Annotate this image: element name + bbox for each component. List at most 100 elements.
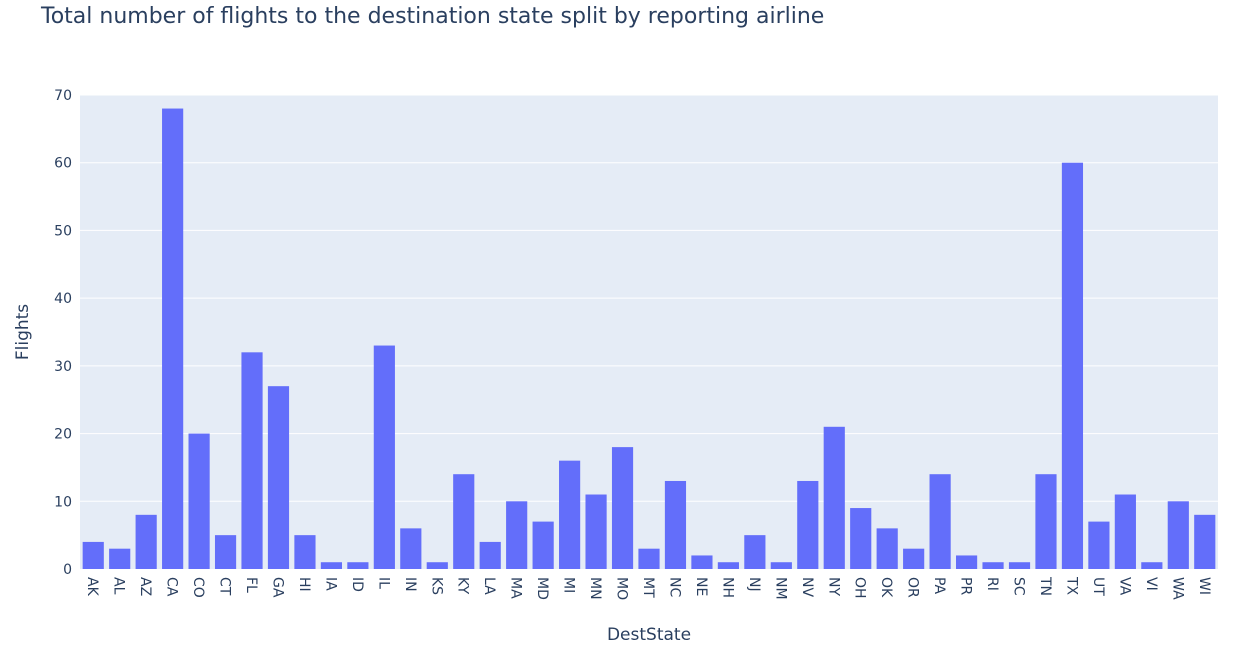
bar-ca: [162, 108, 184, 570]
y-tick-label: 50: [54, 223, 72, 239]
bar-vi: [1141, 562, 1163, 569]
bar-id: [347, 562, 369, 569]
bars: [82, 108, 1216, 570]
x-axis-ticks: AK AL AZ CA CO CT FL GA HI IA ID IL IN KS KY LA MA MD MI MN…: [84, 576, 1212, 600]
x-tick-label: VA: [1116, 577, 1132, 596]
x-tick-label: SC: [1011, 577, 1027, 596]
x-tick-label: MO: [614, 577, 630, 600]
x-tick-label: MA: [508, 577, 524, 599]
bar-pa: [929, 474, 951, 569]
bar-fl: [241, 352, 263, 569]
chart-title: Total number of flights to the destinati…: [41, 4, 825, 29]
y-tick-label: 30: [54, 359, 72, 375]
bar-nh: [717, 562, 739, 569]
x-tick-label: IA: [322, 577, 338, 591]
bar-in: [400, 528, 422, 569]
bar-ct: [214, 535, 237, 569]
bar-nm: [770, 562, 792, 569]
x-tick-label: MI: [561, 577, 577, 593]
x-tick-label: AL: [111, 577, 127, 595]
y-tick-label: 70: [54, 88, 72, 104]
x-tick-label: NH: [719, 577, 735, 598]
bar-ri: [982, 562, 1004, 569]
x-tick-label: MD: [534, 577, 550, 600]
x-tick-label: AZ: [137, 577, 153, 596]
bar-ks: [426, 562, 448, 569]
bar-ga: [267, 386, 290, 569]
y-tick-label: 60: [54, 156, 72, 172]
bar-mo: [611, 447, 634, 569]
bar-mi: [559, 460, 581, 569]
x-tick-label: TX: [1063, 576, 1079, 596]
x-tick-label: NV: [799, 577, 815, 597]
x-tick-label: NE: [693, 577, 709, 596]
bar-al: [109, 548, 131, 569]
x-tick-label: WI: [1196, 577, 1212, 595]
bar-ok: [876, 528, 898, 569]
x-tick-label: NY: [825, 577, 841, 596]
bar-pr: [955, 555, 978, 569]
bar-az: [135, 514, 157, 569]
x-tick-label: OR: [905, 577, 921, 598]
x-tick-label: PR: [958, 577, 974, 595]
x-tick-label: NJ: [746, 577, 762, 592]
x-tick-label: NC: [666, 577, 682, 597]
bar-ky: [453, 474, 475, 569]
bar-tx: [1061, 162, 1084, 569]
bar-wi: [1194, 514, 1216, 569]
x-axis-title: DestState: [607, 625, 691, 645]
bar-ma: [506, 501, 528, 569]
x-tick-label: TN: [1037, 576, 1053, 596]
x-tick-label: CT: [217, 577, 233, 596]
bar-oh: [850, 508, 872, 569]
x-tick-label: OK: [878, 577, 894, 598]
bar-va: [1114, 494, 1136, 569]
x-tick-label: CA: [164, 577, 180, 597]
bar-or: [903, 548, 925, 569]
bar-nj: [744, 535, 766, 569]
x-tick-label: UT: [1090, 577, 1106, 596]
bar-nv: [797, 480, 819, 569]
x-tick-label: VI: [1143, 577, 1159, 591]
y-tick-label: 40: [54, 291, 72, 307]
bar-hi: [294, 535, 316, 569]
bar-tn: [1035, 474, 1057, 569]
x-tick-label: RI: [984, 577, 1000, 591]
bar-ut: [1088, 521, 1110, 569]
y-axis-ticks: 0 10 20 30 40 50 60 70: [54, 88, 72, 578]
bar-ny: [823, 426, 845, 569]
bar-md: [532, 521, 554, 569]
bar-wa: [1167, 501, 1189, 569]
x-tick-label: KS: [428, 577, 444, 595]
x-tick-label: ID: [349, 577, 365, 592]
bar-mn: [585, 494, 607, 569]
x-tick-label: OH: [852, 577, 868, 599]
x-tick-label: GA: [269, 577, 285, 598]
x-tick-label: IN: [402, 577, 418, 592]
x-tick-label: AK: [84, 577, 100, 597]
x-tick-label: LA: [481, 577, 497, 595]
bar-ak: [82, 541, 104, 569]
x-tick-label: HI: [296, 577, 312, 592]
bar-ne: [691, 555, 713, 569]
x-tick-label: MT: [640, 577, 656, 598]
bar-la: [479, 541, 501, 569]
bar-il: [373, 345, 395, 569]
x-tick-label: CO: [190, 577, 206, 598]
y-axis-title: Flights: [13, 304, 33, 360]
bar-mt: [638, 548, 660, 569]
y-tick-label: 10: [54, 494, 72, 510]
y-tick-label: 0: [63, 562, 72, 578]
bar-sc: [1008, 562, 1031, 569]
bar-co: [188, 433, 210, 569]
bar-nc: [664, 480, 687, 569]
x-tick-label: MN: [587, 577, 603, 600]
x-tick-label: IL: [375, 577, 391, 589]
x-tick-label: PA: [931, 577, 947, 595]
bar-ia: [320, 562, 343, 569]
y-tick-label: 20: [54, 427, 72, 443]
x-tick-label: KY: [455, 577, 471, 595]
x-tick-label: NM: [772, 577, 788, 600]
x-tick-label: WA: [1169, 577, 1185, 600]
